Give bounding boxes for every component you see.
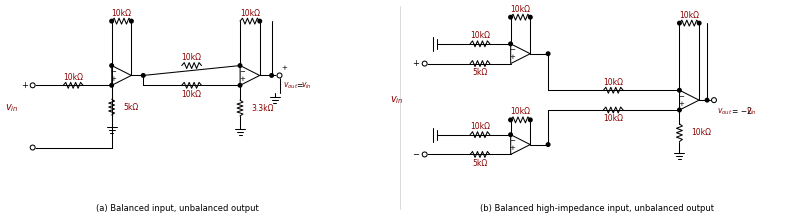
Circle shape: [239, 64, 242, 67]
Text: 10kΩ: 10kΩ: [603, 114, 623, 123]
Circle shape: [258, 19, 262, 23]
Text: +: +: [509, 54, 516, 60]
Text: $v_{in}$: $v_{in}$: [301, 80, 312, 91]
Text: 10kΩ: 10kΩ: [470, 122, 490, 131]
Text: 10kΩ: 10kΩ: [112, 9, 132, 18]
Text: +: +: [282, 65, 287, 70]
Circle shape: [239, 84, 242, 87]
Circle shape: [528, 118, 532, 122]
Circle shape: [678, 88, 681, 92]
Text: +: +: [22, 81, 28, 90]
Text: −: −: [678, 93, 684, 100]
Text: −: −: [413, 150, 419, 159]
Text: −: −: [239, 69, 245, 75]
Text: +: +: [413, 59, 419, 68]
Text: 10kΩ: 10kΩ: [63, 73, 83, 82]
Text: 10kΩ: 10kΩ: [679, 11, 699, 20]
Circle shape: [547, 143, 550, 146]
Circle shape: [422, 61, 427, 66]
Circle shape: [141, 74, 145, 77]
Circle shape: [110, 64, 113, 67]
Circle shape: [712, 98, 717, 103]
Text: 10kΩ: 10kΩ: [603, 78, 623, 87]
Text: $v_{out}$: $v_{out}$: [717, 107, 733, 117]
Circle shape: [110, 19, 113, 23]
Text: (b) Balanced high-impedance input, unbalanced output: (b) Balanced high-impedance input, unbal…: [480, 204, 714, 213]
Circle shape: [277, 73, 282, 78]
Text: +: +: [239, 76, 245, 82]
Text: =: =: [298, 81, 306, 90]
Circle shape: [422, 152, 427, 157]
Text: 5kΩ: 5kΩ: [124, 103, 139, 112]
Text: 10kΩ: 10kΩ: [691, 128, 711, 137]
Text: +: +: [678, 101, 684, 107]
Text: 10kΩ: 10kΩ: [182, 53, 202, 62]
Circle shape: [129, 19, 133, 23]
Circle shape: [697, 21, 701, 25]
Circle shape: [270, 74, 274, 77]
Text: $v_{in}$: $v_{in}$: [745, 107, 757, 117]
Circle shape: [705, 98, 709, 102]
Text: 5kΩ: 5kΩ: [472, 68, 488, 77]
Text: 3.3kΩ: 3.3kΩ: [252, 103, 275, 112]
Text: 5kΩ: 5kΩ: [472, 159, 488, 168]
Text: 10kΩ: 10kΩ: [511, 5, 531, 14]
Circle shape: [678, 21, 681, 25]
Circle shape: [547, 52, 550, 55]
Circle shape: [509, 42, 512, 46]
Text: −: −: [111, 69, 117, 75]
Text: $v_{out}$: $v_{out}$: [283, 80, 299, 91]
Text: +: +: [509, 145, 516, 151]
Circle shape: [30, 145, 35, 150]
Text: $v_{in}$: $v_{in}$: [5, 102, 18, 114]
Circle shape: [528, 15, 532, 19]
Text: (a) Balanced input, unbalanced output: (a) Balanced input, unbalanced output: [97, 204, 259, 213]
Text: −: −: [509, 138, 516, 144]
Circle shape: [678, 108, 681, 112]
Text: 10kΩ: 10kΩ: [511, 107, 531, 116]
Circle shape: [509, 118, 512, 122]
Text: $v_{in}$: $v_{in}$: [390, 94, 404, 106]
Circle shape: [509, 133, 512, 137]
Text: = −2: = −2: [732, 107, 752, 116]
Circle shape: [30, 83, 35, 88]
Text: 10kΩ: 10kΩ: [182, 90, 202, 99]
Text: +: +: [111, 76, 117, 82]
Circle shape: [509, 15, 512, 19]
Text: 10kΩ: 10kΩ: [470, 31, 490, 40]
Text: −: −: [509, 47, 516, 53]
Circle shape: [110, 84, 113, 87]
Text: 10kΩ: 10kΩ: [240, 9, 260, 18]
